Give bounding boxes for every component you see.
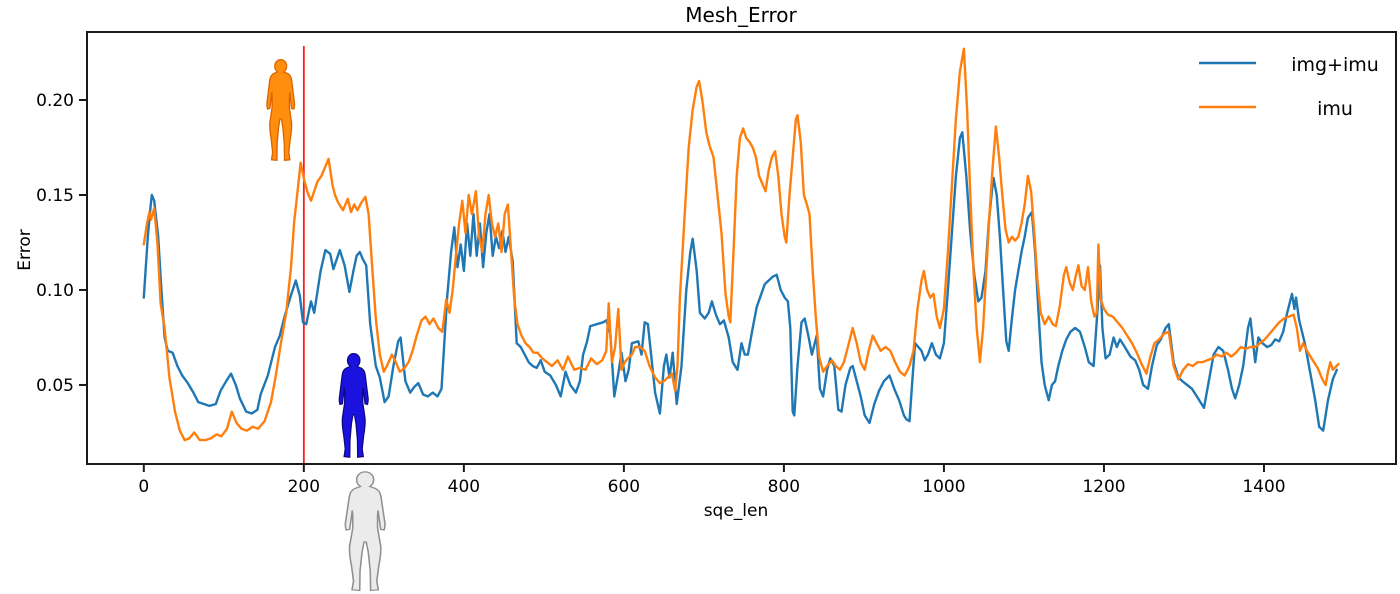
y-tick-label: 0.05 [36,376,74,396]
plot-border [86,31,1397,465]
x-tick-label: 400 [448,477,480,497]
y-axis-ticks: 0.05 0.10 0.15 0.20 [36,91,87,396]
legend-label-imu: imu [1317,98,1353,120]
legend-label-img-imu: img+imu [1291,54,1379,76]
chart-title: Mesh_Error [685,3,797,27]
x-tick-label: 800 [768,477,800,497]
x-axis-ticks: 0 200 400 600 800 1000 1200 1400 [138,464,1286,497]
x-tick-label: 1000 [922,477,965,497]
y-axis-label: Error [15,229,35,270]
x-tick-label: 600 [608,477,640,497]
y-tick-label: 0.15 [36,186,74,206]
x-tick-label: 0 [138,477,149,497]
series-img-imu-line [142,131,1338,432]
x-tick-label: 200 [288,477,320,497]
series-lines [142,47,1340,442]
y-tick-label: 0.10 [36,281,74,301]
series-imu-line [142,47,1340,442]
x-axis-label: sqe_len [704,501,769,521]
y-tick-label: 0.20 [36,91,74,111]
x-tick-label: 1200 [1082,477,1125,497]
blue-mesh-figure [338,353,369,458]
orange-mesh-figure [266,58,296,161]
gray-mesh-figure [344,471,386,592]
x-tick-label: 1400 [1242,477,1285,497]
legend: img+imu imu [1199,54,1379,120]
